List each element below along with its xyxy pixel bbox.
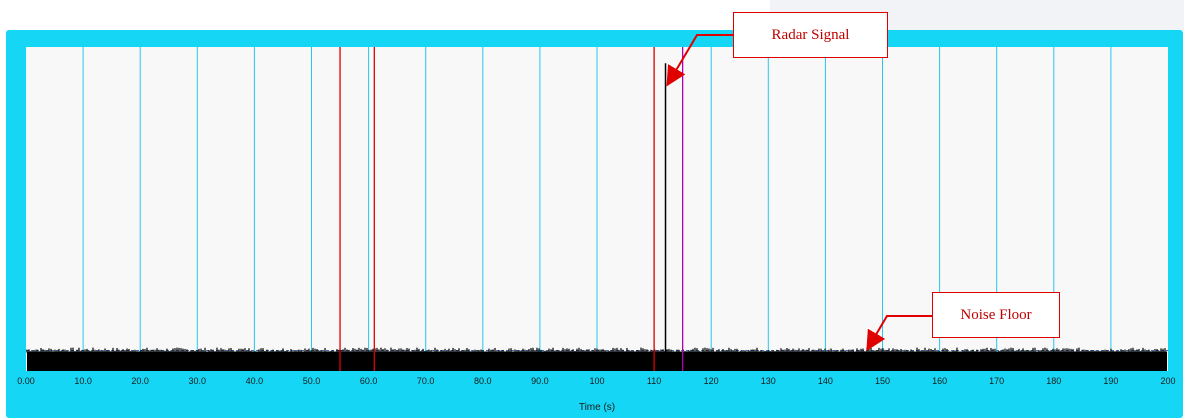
x-tick-label: 110 [647,376,661,386]
x-tick-label: 30.0 [189,376,207,386]
x-tick-label: 200 [1160,376,1175,386]
noise-floor-callout: Noise Floor [932,292,1060,338]
radar-signal-callout: Radar Signal [733,12,888,58]
x-tick-label: 160 [932,376,947,386]
x-tick-label: 140 [818,376,833,386]
x-tick-label: 0.00 [17,376,35,386]
x-tick-label: 20.0 [131,376,149,386]
noise-floor-fill [27,351,1167,371]
radar-arrow [666,34,733,87]
x-tick-label: 50.0 [303,376,321,386]
x-tick-label: 180 [1046,376,1061,386]
x-tick-label: 100 [589,376,604,386]
x-tick-label: 120 [704,376,719,386]
noise-floor-texture [26,347,1166,353]
cursor-layer [339,47,684,371]
noise-floor-band [26,347,1168,371]
x-tick-label: 40.0 [246,376,264,386]
x-tick-label: 90.0 [531,376,549,386]
x-tick-label: 60.0 [360,376,378,386]
x-tick-label: 70.0 [417,376,435,386]
x-tick-label: 190 [1103,376,1118,386]
x-tick-label: 80.0 [474,376,492,386]
callout-arrows [666,34,932,352]
x-tick-label: 10.0 [74,376,92,386]
x-tick-label: 150 [875,376,890,386]
x-tick-labels: 0.00 10.0 20.0 30.0 40.0 50.0 60.0 70.0 80.0 90.0… [17,376,1175,386]
x-tick-label: 130 [761,376,776,386]
x-tick-label: 170 [989,376,1004,386]
x-axis-label: Time (s) [579,402,615,413]
noise-arrow [866,315,932,352]
